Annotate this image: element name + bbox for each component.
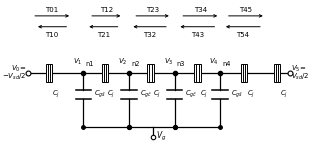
Text: T54: T54 [236, 32, 249, 38]
Bar [46, 64, 52, 82]
Bar [194, 64, 201, 82]
Text: $C_j$: $C_j$ [247, 89, 255, 100]
Text: $C_{g\bar{s}}$: $C_{g\bar{s}}$ [94, 89, 106, 100]
Bar [241, 64, 247, 82]
Text: n3: n3 [177, 61, 185, 67]
Text: $V_{sd}/2$: $V_{sd}/2$ [291, 72, 310, 82]
Text: $V_2$: $V_2$ [118, 57, 128, 67]
Text: T23: T23 [146, 7, 159, 13]
Text: T21: T21 [97, 32, 110, 38]
Text: $C_{g\bar{c}}$: $C_{g\bar{c}}$ [185, 89, 197, 100]
Bar [241, 64, 247, 82]
Text: T12: T12 [100, 7, 113, 13]
Text: $V_1$: $V_1$ [73, 57, 82, 67]
Text: $-V_{sd}/2$: $-V_{sd}/2$ [2, 72, 27, 82]
Bar [46, 64, 52, 82]
Bar [194, 64, 201, 82]
Text: T10: T10 [46, 32, 59, 38]
Text: $C_j$: $C_j$ [280, 89, 288, 100]
Text: $C_{g\bar{c}}$: $C_{g\bar{c}}$ [140, 89, 152, 100]
Text: $V_g$: $V_g$ [156, 130, 167, 143]
Bar [274, 64, 280, 82]
Text: $C_{g\bar{s}}$: $C_{g\bar{s}}$ [231, 89, 243, 100]
Text: T01: T01 [46, 7, 59, 13]
Bar [102, 64, 108, 82]
Bar [147, 64, 154, 82]
Text: T32: T32 [143, 32, 156, 38]
Text: $V_4$: $V_4$ [209, 57, 219, 67]
Text: n4: n4 [222, 61, 231, 67]
Text: T43: T43 [191, 32, 204, 38]
Text: $C_j$: $C_j$ [200, 89, 208, 100]
Text: $V_3$: $V_3$ [164, 57, 173, 67]
Text: $C_j$: $C_j$ [52, 89, 60, 100]
Text: $V_0$=: $V_0$= [11, 64, 27, 74]
Text: $V_5$=: $V_5$= [291, 64, 307, 74]
Bar [274, 64, 280, 82]
Text: T45: T45 [239, 7, 252, 13]
Text: n1: n1 [86, 61, 94, 67]
Text: $C_j$: $C_j$ [153, 89, 161, 100]
Text: n2: n2 [131, 61, 140, 67]
Text: T34: T34 [194, 7, 207, 13]
Bar [147, 64, 154, 82]
Bar [102, 64, 108, 82]
Text: $C_j$: $C_j$ [107, 89, 115, 100]
